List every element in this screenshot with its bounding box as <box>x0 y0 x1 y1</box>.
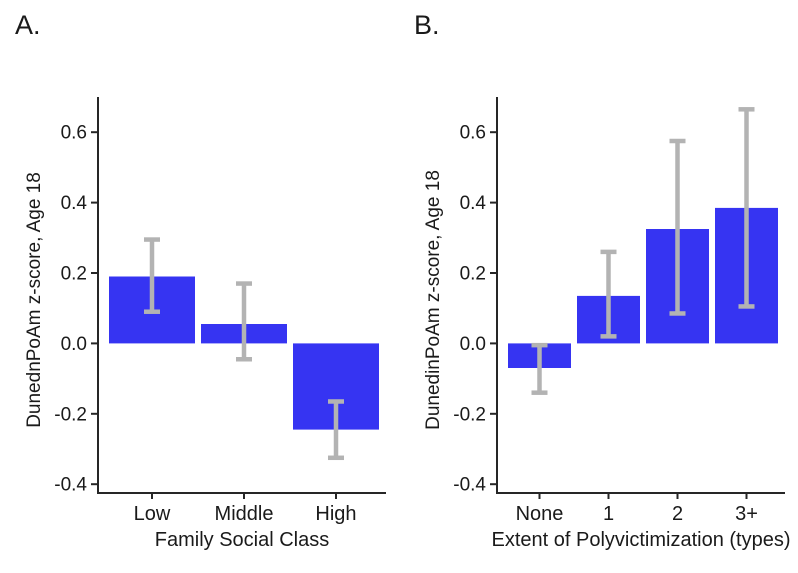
panel-b-y-axis-title: DunedinPoAm z-score, Age 18 <box>423 170 444 430</box>
y-tick-label-0-6: 0.6 <box>61 123 87 144</box>
error-bar-3plus <box>738 107 755 309</box>
panel-a-chart: DunednPoAm z-score, Age 18 Family Social… <box>24 97 386 551</box>
error-bar-none <box>531 342 548 395</box>
panel-a-x-axis-title: Family Social Class <box>155 529 329 551</box>
y-tick-label-0-6: 0.6 <box>460 123 486 144</box>
error-bar-1 <box>600 249 617 339</box>
y-tick-label-0-0: 0.0 <box>460 334 486 355</box>
y-tick-label-0-4: 0.4 <box>460 193 487 214</box>
y-tick-label--0-2: -0.2 <box>453 404 486 425</box>
panel-a: A. DunednPoAm z-score, Age 18 Family Soc… <box>15 10 386 551</box>
panel-b-chart: DunedinPoAm z-score, Age 18 Extent of Po… <box>423 97 791 551</box>
y-tick-label--0-2: -0.2 <box>54 404 87 425</box>
axes <box>490 97 785 499</box>
panel-b-plot-area: 0.6 0.4 0.2 0.0 -0.2 -0.4 None 1 2 3+ <box>453 97 785 525</box>
panel-a-y-axis-title: DunednPoAm z-score, Age 18 <box>24 172 45 428</box>
panel-a-label: A. <box>15 10 41 40</box>
y-tick-label--0-4: -0.4 <box>54 475 87 496</box>
panel-b-label: B. <box>414 10 440 40</box>
x-tick-label-middle: Middle <box>215 503 274 525</box>
x-tick-label-1: 1 <box>603 503 614 525</box>
y-tick-label-0-4: 0.4 <box>61 193 88 214</box>
axes <box>91 97 386 499</box>
panel-a-plot-area: 0.6 0.4 0.2 0.0 -0.2 -0.4 Low Middle High <box>54 97 386 525</box>
error-bar-middle <box>236 281 252 362</box>
y-tick-label--0-4: -0.4 <box>453 475 486 496</box>
panel-b-x-axis-title: Extent of Polyvictimization (types) <box>492 529 791 551</box>
error-bar-low <box>144 237 160 314</box>
y-tick-label-0-0: 0.0 <box>61 334 87 355</box>
x-tick-label-none: None <box>516 503 564 525</box>
x-tick-label-3plus: 3+ <box>735 503 758 525</box>
y-tick-label-0-2: 0.2 <box>61 264 87 285</box>
error-bar-2 <box>669 138 686 316</box>
x-tick-label-2: 2 <box>672 503 683 525</box>
y-tick-label-0-2: 0.2 <box>460 264 486 285</box>
x-tick-label-high: High <box>315 503 356 525</box>
x-tick-label-low: Low <box>134 503 171 525</box>
error-bar-high <box>328 399 344 461</box>
panel-b: B. DunedinPoAm z-score, Age 18 Extent of… <box>399 0 798 573</box>
